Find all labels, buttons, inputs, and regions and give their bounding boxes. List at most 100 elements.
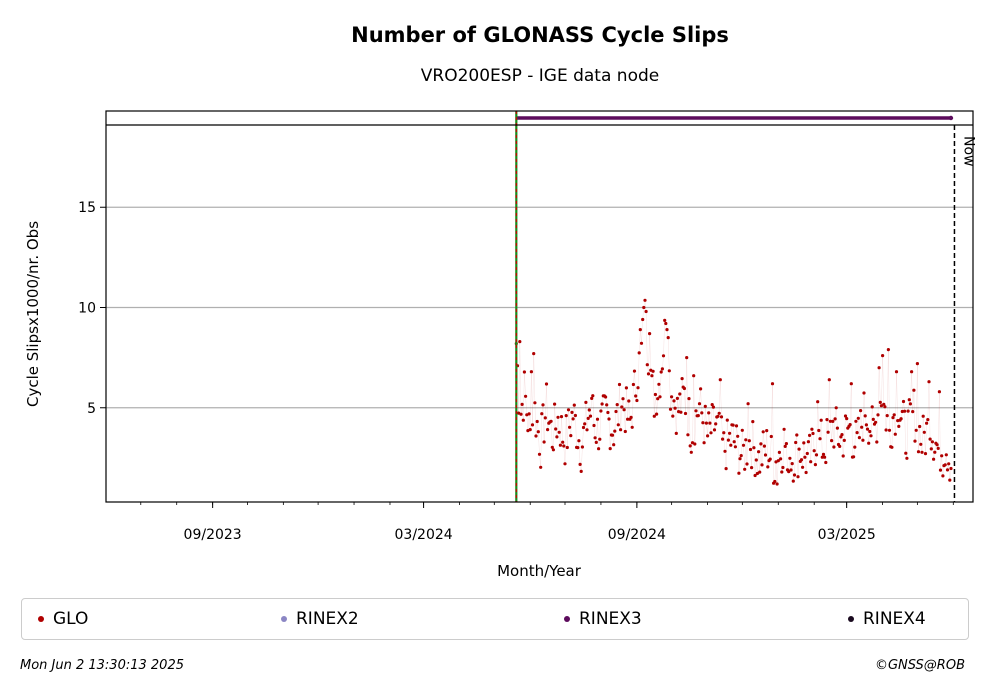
- glo-point: [831, 419, 835, 423]
- glo-point: [949, 466, 953, 471]
- glo-point: [834, 406, 838, 410]
- glo-point: [860, 425, 864, 429]
- glo-point: [668, 407, 673, 411]
- glo-point: [833, 417, 837, 421]
- glo-point: [920, 450, 924, 454]
- glo-point: [775, 482, 779, 486]
- glo-point: [809, 460, 813, 464]
- glo-point: [936, 446, 940, 450]
- glo-point: [905, 456, 909, 460]
- glo-point: [796, 475, 800, 479]
- glo-point: [770, 382, 775, 386]
- glo-point: [520, 402, 524, 406]
- glo-point: [795, 433, 799, 437]
- glo-point: [544, 382, 549, 386]
- glo-point: [614, 409, 618, 414]
- glo-point: [923, 452, 928, 456]
- glo-point: [781, 465, 785, 470]
- glo-point: [925, 421, 929, 425]
- glo-point: [842, 438, 846, 442]
- glo-point: [559, 415, 564, 419]
- glo-point: [577, 439, 581, 443]
- glo-point: [537, 452, 542, 456]
- glo-point: [562, 444, 566, 448]
- glo-point: [938, 468, 943, 472]
- glo-point: [551, 448, 556, 452]
- glo-point: [530, 423, 535, 427]
- glo-point: [583, 422, 587, 426]
- glo-point: [840, 433, 844, 437]
- glo-point: [821, 452, 826, 456]
- glo-point: [708, 421, 712, 425]
- glo-point: [913, 439, 917, 443]
- glo-point: [712, 428, 717, 432]
- glo-point: [667, 369, 671, 373]
- glo-point: [791, 479, 795, 483]
- glo-point: [874, 420, 878, 424]
- glo-point: [716, 414, 720, 418]
- glo-point: [754, 458, 758, 462]
- glo-point: [755, 471, 760, 476]
- glo-point: [688, 444, 692, 448]
- glo-point: [549, 419, 553, 423]
- glo-connector-line: [516, 300, 952, 485]
- glo-point: [648, 332, 652, 336]
- glo-point: [533, 401, 537, 405]
- glo-point: [722, 431, 726, 435]
- glo-point: [646, 372, 651, 376]
- glo-point: [659, 370, 663, 374]
- glo-point: [935, 443, 939, 447]
- glo-point: [761, 430, 765, 434]
- glo-point: [721, 437, 725, 441]
- glo-point: [638, 328, 642, 332]
- glo-point: [565, 445, 569, 450]
- glo-point: [685, 356, 689, 360]
- glo-point: [679, 410, 683, 414]
- glo-point: [550, 445, 554, 449]
- glo-point: [675, 396, 680, 400]
- glo-point: [660, 367, 665, 371]
- glo-point: [687, 397, 691, 401]
- glo-point: [912, 388, 916, 392]
- glo-point: [535, 419, 539, 424]
- glo-point: [812, 449, 816, 453]
- glo-point: [787, 470, 791, 474]
- glo-point: [804, 470, 808, 475]
- glo-point: [588, 414, 593, 418]
- glo-point: [843, 414, 848, 418]
- chart-subtitle: VRO200ESP - IGE data node: [421, 66, 659, 86]
- glo-point: [740, 428, 744, 432]
- glo-point: [528, 428, 532, 432]
- glo-point: [827, 378, 831, 382]
- glo-point: [717, 411, 721, 415]
- glo-point: [616, 423, 620, 427]
- glo-point: [854, 419, 858, 423]
- glo-point: [736, 434, 740, 438]
- glo-point: [632, 369, 637, 373]
- glo-point: [832, 445, 836, 449]
- glo-point: [780, 470, 784, 474]
- glo-point: [734, 424, 739, 428]
- glo-point: [810, 427, 814, 431]
- glo-point: [841, 454, 845, 458]
- glo-point: [884, 428, 888, 432]
- legend: GLO RINEX2 RINEX3 RINEX4: [21, 598, 969, 640]
- glo-point: [805, 451, 809, 456]
- glo-point: [701, 421, 705, 425]
- glo-point: [903, 409, 907, 413]
- glo-point: [627, 399, 631, 403]
- glo-point: [561, 440, 565, 444]
- glo-point: [599, 409, 603, 413]
- glo-point: [663, 318, 667, 322]
- glo-point: [710, 403, 714, 407]
- glo-point: [940, 454, 944, 458]
- glo-point: [817, 428, 821, 433]
- glo-point: [703, 404, 707, 408]
- glo-point: [779, 457, 783, 461]
- glo-point: [612, 443, 616, 447]
- glo-point: [883, 405, 887, 409]
- glo-point: [584, 400, 588, 404]
- glo-point: [849, 382, 853, 386]
- x-tick-label: 03/2025: [818, 527, 876, 543]
- glo-point: [650, 374, 654, 378]
